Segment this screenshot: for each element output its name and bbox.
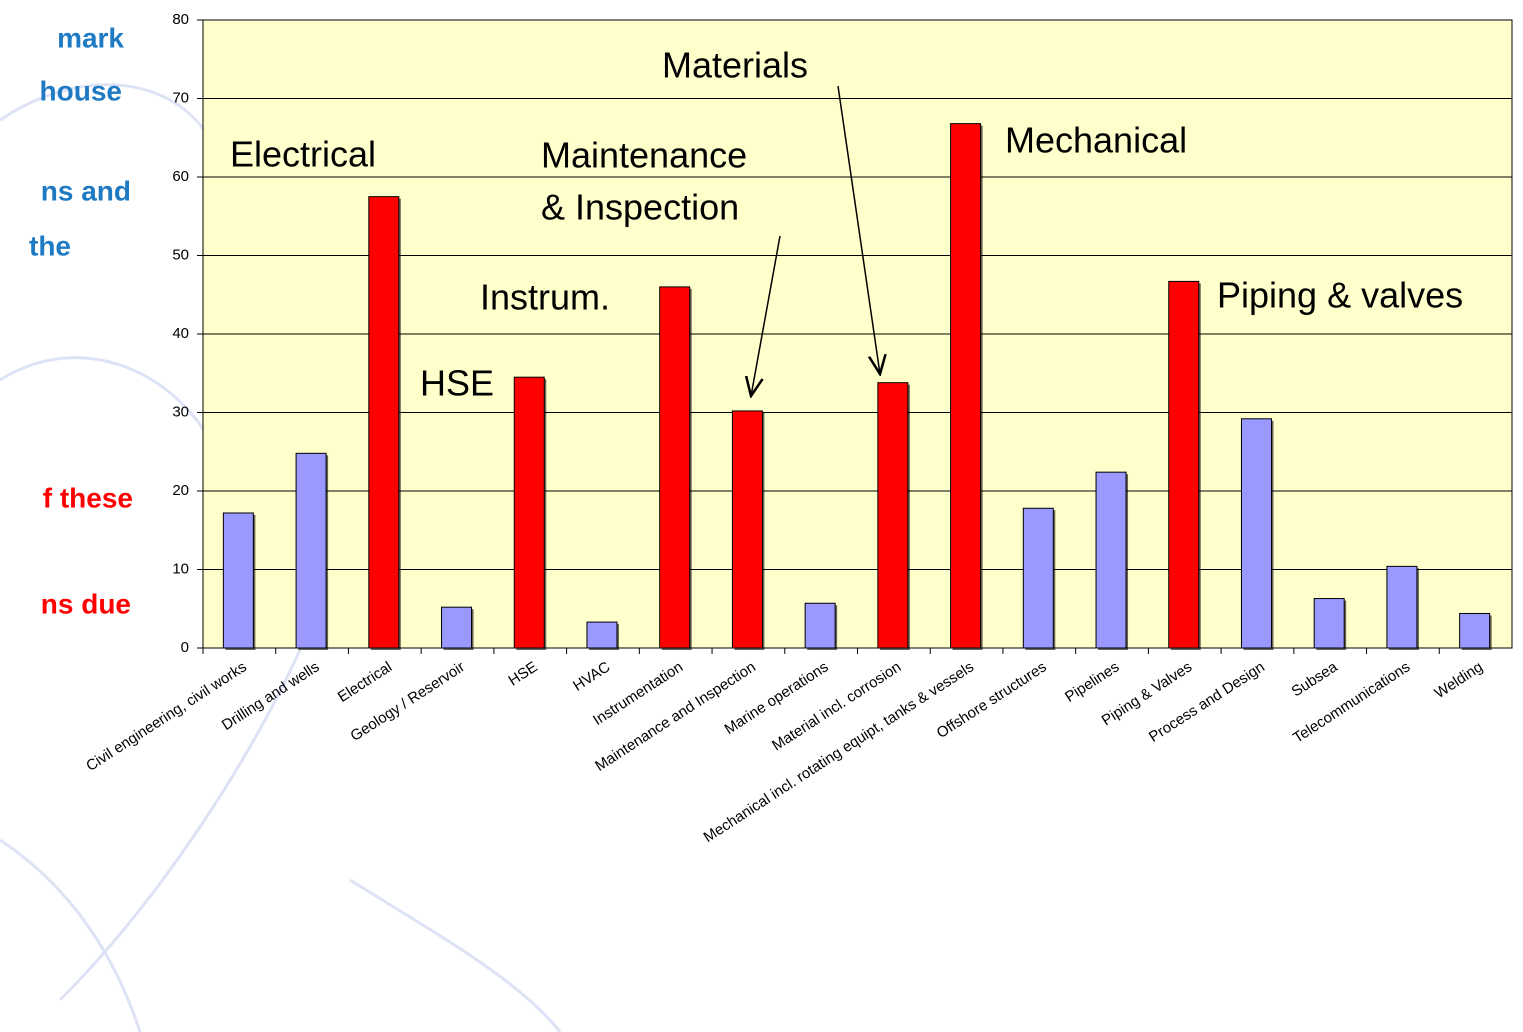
x-tick-label: Material incl. corrosion — [769, 658, 904, 754]
arrows — [751, 85, 880, 396]
side-text-line: the — [29, 230, 71, 261]
annotation: & Inspection — [541, 187, 739, 228]
y-tick-label: 40 — [172, 325, 189, 342]
side-text: mark house ns and the f these ns due — [29, 22, 133, 619]
bar — [295, 452, 327, 649]
side-text-line: house — [40, 75, 122, 106]
y-tick-label: 0 — [181, 639, 189, 656]
side-text-line: f these — [43, 482, 133, 513]
side-text-line: ns due — [41, 588, 131, 619]
y-tick-label: 30 — [172, 403, 189, 420]
x-tick-label: Welding — [1431, 658, 1485, 702]
bar — [513, 376, 545, 649]
arrow — [837, 85, 880, 374]
bar — [804, 602, 836, 649]
annotation: Electrical — [230, 134, 376, 175]
y-tick-label: 20 — [172, 482, 189, 499]
y-tick-label: 70 — [172, 89, 189, 106]
x-tick-label: HVAC — [570, 658, 613, 694]
bar — [368, 196, 400, 649]
x-tick-label: Electrical — [335, 658, 395, 705]
x-tick-label: Telecommunications — [1290, 658, 1413, 746]
bar — [441, 606, 473, 649]
bar — [950, 123, 982, 649]
bar — [731, 410, 763, 649]
side-text-line: mark — [57, 22, 124, 53]
y-tick-label: 10 — [172, 560, 189, 577]
annotation: Mechanical — [1005, 120, 1187, 161]
annotation: Materials — [662, 45, 808, 86]
bar — [877, 382, 909, 649]
y-tick-label: 50 — [172, 246, 189, 263]
grid: 0 10 20 30 40 50 60 70 80 — [172, 11, 1512, 656]
annotation: Maintenance — [541, 135, 747, 176]
bar — [1095, 471, 1127, 649]
x-tick-label: Subsea — [1289, 658, 1341, 700]
bar — [659, 286, 691, 649]
bars — [222, 123, 1492, 651]
x-tick-label: Pipelines — [1062, 658, 1122, 705]
annotation: Piping & valves — [1217, 275, 1463, 316]
side-text-line: ns and — [41, 175, 131, 206]
bar — [1240, 418, 1272, 649]
bar — [586, 621, 618, 649]
bar — [1022, 507, 1054, 649]
bar — [1313, 598, 1345, 649]
bar — [1386, 565, 1418, 649]
bar — [1459, 612, 1491, 649]
y-tick-label: 80 — [172, 11, 189, 28]
bar — [222, 512, 254, 649]
annotation: HSE — [420, 363, 494, 404]
bar — [1168, 280, 1200, 649]
y-tick-label: 60 — [172, 168, 189, 185]
x-tick-label: HSE — [505, 658, 540, 689]
x-tick-label: Mechanical incl. rotating equipt, tanks … — [701, 658, 977, 846]
arrow — [751, 235, 781, 396]
annotation: Instrum. — [480, 277, 610, 318]
